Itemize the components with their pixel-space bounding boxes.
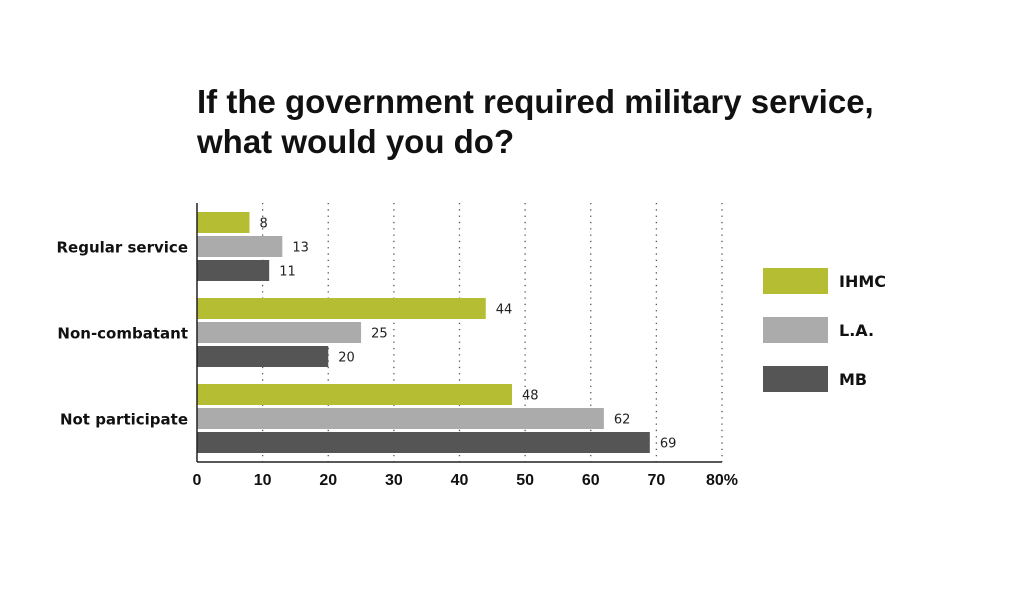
x-tick-label: 40 bbox=[451, 472, 469, 489]
x-tick-label: 20 bbox=[319, 472, 337, 489]
value-label: 13 bbox=[292, 241, 309, 256]
value-label: 20 bbox=[338, 351, 355, 366]
value-label: 48 bbox=[522, 389, 539, 404]
legend-swatch bbox=[763, 366, 828, 392]
x-tick-label: 0 bbox=[193, 472, 202, 489]
legend: IHMC L.A. MB bbox=[763, 268, 886, 392]
legend-label: MB bbox=[839, 370, 867, 389]
category-label: Not participate bbox=[60, 411, 188, 429]
value-label: 62 bbox=[614, 413, 631, 428]
value-label: 44 bbox=[496, 303, 513, 318]
axes bbox=[196, 203, 722, 463]
bar bbox=[197, 298, 486, 319]
x-tick-label: 80% bbox=[706, 472, 738, 489]
bar bbox=[197, 236, 283, 257]
x-tick-label: 70 bbox=[647, 472, 665, 489]
legend-label: IHMC bbox=[839, 272, 886, 291]
legend-swatch bbox=[763, 268, 828, 294]
bar bbox=[197, 346, 329, 367]
x-tick-label: 30 bbox=[385, 472, 403, 489]
x-tick-label: 10 bbox=[254, 472, 272, 489]
chart-title-line-1: If the government required military serv… bbox=[197, 83, 874, 120]
value-label: 25 bbox=[371, 327, 388, 342]
bar bbox=[197, 212, 250, 233]
legend-swatch bbox=[763, 317, 828, 343]
bar bbox=[197, 408, 604, 429]
bar bbox=[197, 432, 650, 453]
value-label: 8 bbox=[260, 217, 268, 232]
value-label: 69 bbox=[660, 437, 677, 452]
x-tick-label: 60 bbox=[582, 472, 600, 489]
bars bbox=[197, 212, 650, 453]
legend-label: L.A. bbox=[839, 321, 874, 340]
category-label: Regular service bbox=[56, 239, 188, 257]
bar bbox=[197, 384, 512, 405]
x-tick-label: 50 bbox=[516, 472, 534, 489]
bar bbox=[197, 260, 270, 281]
chart-title: If the government required military serv… bbox=[197, 82, 997, 162]
chart-title-line-2: what would you do? bbox=[197, 123, 515, 160]
category-label: Non-combatant bbox=[57, 325, 188, 343]
bar bbox=[197, 322, 362, 343]
labels: 8 13 11 Regular service 44 25 20 Non-combatant 4… bbox=[56, 217, 738, 490]
value-label: 11 bbox=[279, 265, 296, 280]
